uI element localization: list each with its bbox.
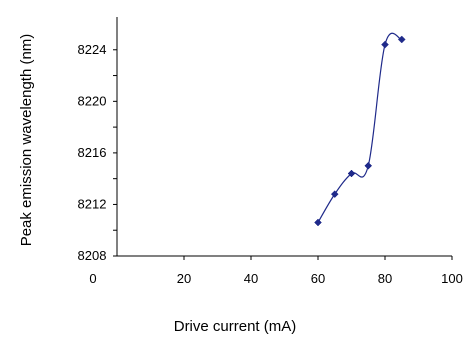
y-tick-label: 8220 [78,93,107,108]
x-tick-label: 100 [441,271,463,286]
data-point [364,161,373,170]
y-tick-label: 8224 [78,42,107,57]
x-tick-label: 40 [244,271,258,286]
x-tick-label: 0 [89,271,96,286]
data-point [330,190,339,198]
x-tick-label: 80 [378,271,392,286]
x-tick-label: 60 [311,271,325,286]
data-point [314,218,322,227]
y-tick-label: 8212 [78,196,107,211]
data-point [347,169,356,178]
series-line [317,32,402,223]
y-axis-title: Peak emission wavelength (nm) [18,34,35,247]
data-point [397,35,406,44]
x-axis-title: Drive current (mA) [174,318,297,335]
plot-area [314,32,406,227]
x-tick-label: 20 [177,271,191,286]
data-point [381,40,389,49]
y-tick-label: 8216 [78,145,107,160]
y-tick-label: 8208 [78,248,107,263]
chart-axes [116,17,452,257]
y-ticks: 8208 8212 8216 8220 8224 [78,42,117,263]
x-ticks: 0 20 40 60 80 100 [89,256,463,286]
